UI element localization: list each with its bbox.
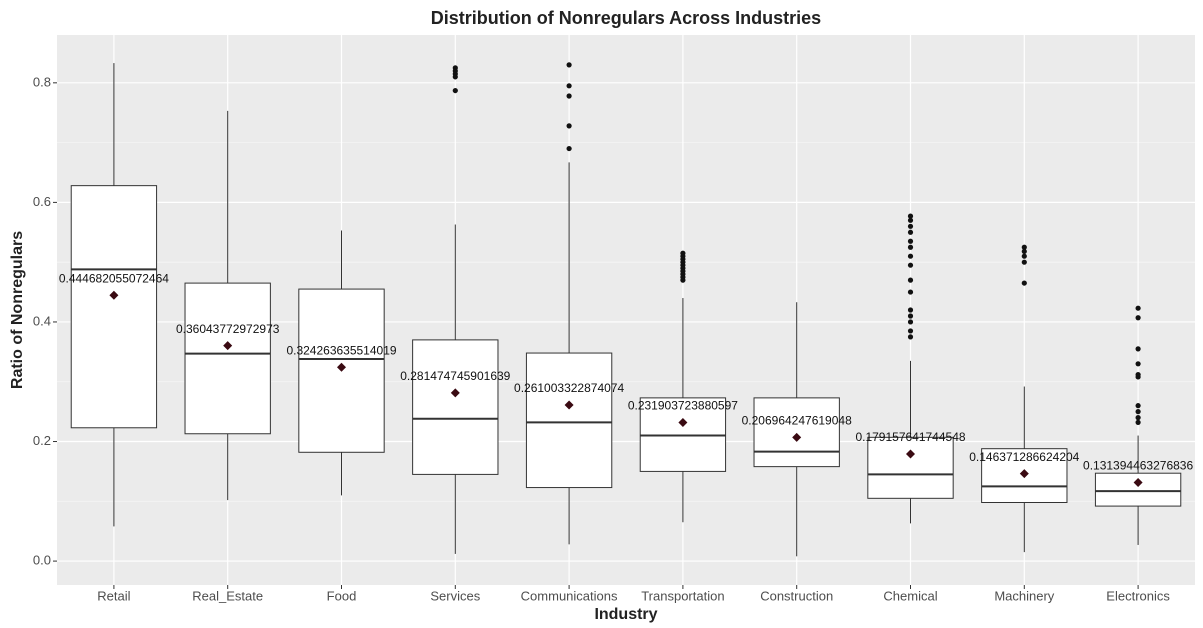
outlier: [1021, 253, 1027, 259]
y-tick-label: 0.8: [33, 74, 51, 89]
outlier: [907, 244, 914, 250]
outlier: [907, 334, 914, 340]
outlier: [907, 313, 914, 319]
outlier: [907, 229, 914, 235]
outlier: [907, 238, 914, 244]
x-axis-label: Industry: [594, 606, 657, 623]
outlier: [566, 62, 572, 68]
mean-point: [337, 362, 346, 372]
outlier: [1135, 361, 1141, 367]
mean-label: 0.281474745901639: [400, 369, 510, 383]
box: [412, 339, 499, 475]
mean-point: [906, 449, 915, 459]
outlier: [1021, 248, 1027, 255]
mean-point: [792, 432, 802, 442]
y-tick-label: 0.0: [33, 553, 51, 568]
outlier: [1135, 315, 1141, 321]
outlier: [907, 262, 914, 268]
outlier: [1135, 403, 1141, 409]
outlier: [1021, 280, 1027, 286]
mean-label: 0.261003322874074: [514, 381, 624, 395]
box: [867, 436, 954, 499]
outlier: [566, 145, 572, 152]
outlier: [1135, 305, 1141, 311]
x-tick-label: Transportation: [641, 588, 724, 603]
mean-label: 0.231903723880597: [628, 399, 738, 413]
outlier: [1021, 259, 1027, 265]
mean-label: 0.179157641744548: [855, 430, 965, 444]
outlier: [907, 223, 914, 229]
box: [525, 352, 613, 489]
outlier: [907, 319, 914, 325]
outlier: [907, 307, 914, 313]
box: [70, 185, 158, 429]
outlier: [1135, 415, 1141, 421]
y-tick-label: 0.6: [33, 194, 51, 209]
outlier: [680, 277, 686, 283]
x-tick-label: Electronics: [1106, 588, 1170, 603]
outlier: [907, 213, 914, 219]
outlier: [566, 123, 572, 129]
box: [184, 282, 271, 435]
mean-label: 0.131394463276836: [1083, 459, 1193, 473]
mean-point: [678, 417, 688, 427]
y-tick-label: 0.4: [33, 313, 51, 328]
outlier: [1135, 409, 1141, 415]
outlier: [566, 83, 572, 89]
y-axis-label: Ratio of Nonregulars: [9, 231, 26, 389]
x-tick-label: Construction: [760, 588, 833, 603]
outlier: [907, 217, 914, 223]
mean-label: 0.36043772972973: [176, 322, 280, 336]
x-tick-label: Food: [327, 588, 357, 603]
mean-point: [564, 400, 574, 410]
mean-point: [1133, 478, 1143, 488]
x-tick-label: Communications: [521, 588, 618, 603]
mean-label: 0.206964247619048: [742, 414, 852, 428]
box: [753, 397, 840, 468]
outlier: [1135, 346, 1141, 352]
outlier: [1135, 374, 1141, 380]
mean-label: 0.444682055072464: [59, 271, 169, 285]
outlier: [907, 289, 914, 295]
x-tick-label: Retail: [97, 588, 130, 603]
mean-point: [109, 290, 119, 300]
x-tick-label: Machinery: [994, 588, 1054, 603]
mean-label: 0.324263635514019: [286, 343, 396, 357]
outlier: [1135, 419, 1141, 425]
mean-point: [1019, 469, 1029, 479]
x-tick-label: Chemical: [883, 588, 937, 603]
x-tick-label: Services: [430, 588, 480, 603]
chart-title: Distribution of Nonregulars Across Indus…: [431, 8, 821, 28]
outlier: [452, 87, 458, 94]
outlier: [907, 277, 914, 283]
x-tick-label: Real_Estate: [192, 588, 263, 603]
outlier: [452, 74, 458, 80]
outlier: [907, 253, 914, 259]
mean-point: [450, 388, 460, 398]
mean-label: 0.146371286624204: [969, 450, 1079, 464]
y-tick-label: 0.2: [33, 433, 51, 448]
mean-point: [223, 341, 233, 351]
outlier: [907, 328, 914, 334]
outlier: [566, 93, 572, 99]
outlier: [1021, 244, 1027, 250]
